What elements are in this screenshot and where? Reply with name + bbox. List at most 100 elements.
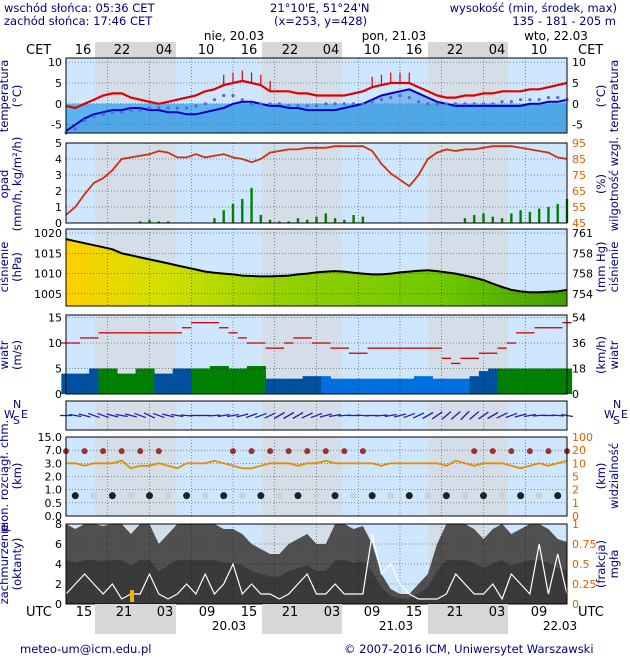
wind-speed-bar	[89, 368, 99, 394]
wind-direction-arrow	[329, 413, 342, 418]
wind-speed-bar	[219, 365, 229, 394]
y-tick-label-right: 761	[572, 227, 593, 240]
svg-text:(oktanty): (oktanty)	[10, 538, 24, 591]
precip-marker	[130, 590, 134, 602]
bottom-hour-label: 09	[364, 605, 381, 620]
wind-direction-arrow	[245, 412, 258, 419]
bottom-axis-tz: UTC	[26, 605, 52, 620]
y-tick-label: 1005	[34, 288, 62, 301]
svg-text:(km/h): (km/h)	[594, 336, 608, 374]
y-tick-label: 15	[48, 312, 62, 325]
bottom-hour-label: 15	[241, 605, 258, 620]
bottom-hour-label: 03	[489, 605, 506, 620]
night-band-bottom-axis	[262, 604, 342, 634]
perceived-temp-point	[556, 95, 560, 100]
panel-frame	[65, 142, 568, 224]
cloud-top-dot	[526, 448, 533, 455]
y-tick-label-right: 75	[572, 169, 586, 182]
wind-speed-bar	[534, 368, 545, 394]
precip-bar	[473, 215, 476, 223]
svg-text:(m/s): (m/s)	[10, 340, 24, 370]
svg-text:wiatr: wiatr	[0, 340, 11, 369]
svg-text:wilgotność wzgl.: wilgotność wzgl.	[607, 137, 621, 232]
svg-text:(°C): (°C)	[10, 85, 24, 108]
pressure-axis-label: ciśnienie (hPa)	[0, 242, 24, 293]
perceived-temp-point	[352, 102, 356, 106]
perceived-temp-point	[398, 93, 402, 98]
svg-text:(mm/h, kg/m²/h): (mm/h, kg/m²/h)	[10, 137, 24, 232]
cloud-base-dot	[480, 492, 487, 500]
bottom-hour-label: 21	[447, 605, 464, 620]
top-axis-tz: CET	[26, 43, 51, 58]
precip-bar	[556, 203, 559, 223]
y-tick-label: 10	[48, 56, 62, 69]
y-tick-label-right: 36	[572, 337, 586, 350]
contact-email[interactable]: meteo-um@icm.edu.pl	[20, 642, 152, 656]
svg-text:temperatura: temperatura	[607, 60, 621, 133]
cloud-top-dot	[118, 448, 125, 455]
wind-direction-arrow	[78, 413, 91, 418]
precip-bar	[157, 221, 160, 223]
wind-direction-arrow	[273, 411, 285, 420]
wind-speed-bar	[525, 368, 536, 394]
compass-letter: W	[604, 408, 615, 421]
wind-speed-bar	[172, 368, 183, 394]
y-tick-label: 6	[55, 538, 62, 551]
perceived-temp-point	[92, 114, 96, 118]
perceived-temp-point	[110, 110, 114, 114]
perceived-temp-point	[389, 95, 393, 100]
perceived-temp-point	[222, 93, 226, 98]
cloud-base-dot	[387, 492, 395, 500]
y-tick-label-right: 0	[572, 98, 579, 111]
y-tick-label-right: 18	[572, 363, 586, 376]
y-tick-label-right: 20	[572, 444, 586, 457]
night-band	[95, 143, 176, 223]
perceived-temp-point	[379, 98, 384, 102]
bottom-hour-label: 09	[531, 605, 548, 620]
wind-speed-bar	[117, 373, 127, 394]
wind-direction-arrow	[460, 410, 470, 421]
wind-direction-arrow	[422, 411, 434, 420]
perceived-temp-point	[500, 100, 504, 104]
y-tick-label-right: 1	[572, 497, 579, 510]
wind-direction-arrow	[301, 412, 313, 419]
perceived-temp-point	[509, 100, 513, 104]
cloud-top-dot	[508, 448, 515, 455]
night-band-top-axis	[95, 42, 176, 58]
elevation-values: 135 - 181 - 205 m	[512, 14, 616, 28]
humidity-axis-label: (%) wilgotność wzgl.	[594, 137, 621, 232]
perceived-temp-point	[73, 127, 77, 131]
top-hour-label: 04	[323, 43, 340, 58]
svg-text:(°C): (°C)	[594, 85, 608, 108]
cloud-top-dot	[471, 448, 478, 455]
top-hour-label: 10	[531, 43, 548, 58]
y-tick-label: 2.0	[45, 471, 63, 484]
wind-speed-bar	[154, 373, 164, 394]
cloud-top-dot	[341, 448, 348, 455]
svg-text:widzialność: widzialność	[607, 443, 621, 509]
perceived-temp-point	[147, 106, 152, 110]
panel-frame	[65, 400, 568, 431]
cloud-base-dot	[108, 492, 116, 500]
cloud-top-dot	[322, 448, 329, 455]
wind-speed-bar	[284, 378, 294, 394]
perceived-temp-point	[454, 102, 458, 106]
perceived-temp-point	[101, 112, 105, 116]
sunrise-text: wschód słońca: 05:36 CET	[4, 1, 155, 15]
compass-letter: W	[4, 408, 15, 421]
night-band-bottom-axis	[428, 604, 508, 634]
wind-speed-bar	[460, 378, 471, 394]
night-band	[262, 401, 342, 430]
precip-bar	[352, 215, 355, 223]
perceived-temp-point	[194, 104, 198, 108]
wind-direction-arrow	[450, 411, 461, 420]
perceived-temp-point	[444, 102, 448, 106]
top-hour-label: 16	[75, 43, 92, 58]
wind-speed-bar	[506, 368, 517, 394]
wind-direction-arrow	[496, 412, 508, 419]
y-tick-label-right: 2	[572, 484, 579, 497]
y-tick-label: 0.0	[45, 510, 63, 523]
wind-speed-bar	[311, 376, 322, 394]
wind-speed-bar	[98, 368, 109, 394]
wind-speed-bar	[348, 378, 359, 394]
